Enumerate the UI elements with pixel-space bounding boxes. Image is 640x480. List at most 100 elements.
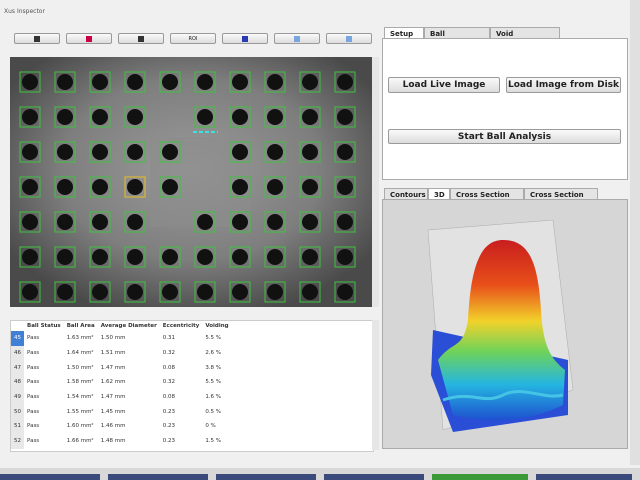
ball: [57, 284, 73, 300]
ball-outline: [89, 281, 111, 303]
cell: 1.63 mm²: [66, 335, 94, 342]
ball-outline: [89, 211, 111, 233]
ball-outline: [334, 281, 356, 303]
ball-outline: [89, 246, 111, 268]
column-header[interactable]: Ball Status: [24, 321, 64, 331]
ball: [22, 284, 38, 300]
ball: [302, 284, 318, 300]
column-header[interactable]: Average Diameter: [97, 321, 160, 331]
cell: 0.5 %: [205, 408, 222, 415]
start-analysis-button[interactable]: Start Ball Analysis: [388, 129, 621, 144]
ball: [302, 179, 318, 195]
ball-outline: [229, 281, 251, 303]
ball-outline: [334, 246, 356, 268]
toolbar-button[interactable]: [326, 33, 372, 44]
ball: [302, 214, 318, 230]
column-header[interactable]: Ball Area: [63, 321, 98, 331]
toolbar-button[interactable]: [118, 33, 164, 44]
tab[interactable]: Setup: [384, 27, 424, 40]
ball: [92, 144, 108, 160]
cell: 1.50 mm²: [66, 364, 94, 371]
ball-outline: [124, 281, 146, 303]
table-row[interactable]: 45 Pass 1.63 mm² 1.50 mm 0.31 5.5 %: [11, 331, 232, 346]
ball: [22, 74, 38, 90]
ball-outline: [299, 106, 321, 128]
ball: [267, 179, 283, 195]
table-row[interactable]: 49 Pass 1.54 mm² 1.47 mm 0.08 1.6 %: [11, 389, 232, 405]
ball: [267, 214, 283, 230]
ball: [22, 109, 38, 125]
ball: [232, 284, 248, 300]
toolbar-button[interactable]: [66, 33, 112, 44]
load-live-button[interactable]: Load Live Image: [388, 77, 500, 93]
ball: [337, 249, 353, 265]
ball-outline: [299, 141, 321, 163]
column-header[interactable]: Eccentricity: [159, 321, 203, 331]
ball: [57, 179, 73, 195]
ball-outline: [89, 176, 111, 198]
table-row[interactable]: 47 Pass 1.50 mm² 1.47 mm 0.08 3.8 %: [11, 360, 232, 376]
table: Ball Status Ball Area Average Diameter Ecce…: [11, 321, 232, 449]
row-header: 50: [11, 404, 24, 420]
table-row[interactable]: 52 Pass 1.66 mm² 1.48 mm 0.23 1.5 %: [11, 433, 232, 449]
toolbar-button[interactable]: ROI: [170, 33, 216, 44]
cell: 0.32: [162, 350, 176, 357]
ball: [302, 249, 318, 265]
taskbar-button[interactable]: [432, 474, 528, 480]
table-row[interactable]: 50 Pass 1.55 mm² 1.45 mm 0.23 0.5 %: [11, 404, 232, 420]
taskbar-button[interactable]: [108, 474, 208, 480]
ball: [302, 144, 318, 160]
ball: [162, 249, 178, 265]
ball-outline: [124, 71, 146, 93]
corner: [11, 321, 24, 331]
taskbar-button[interactable]: [324, 474, 424, 480]
cell: 0.32: [162, 379, 176, 386]
taskbar-button[interactable]: [536, 474, 632, 480]
tab[interactable]: Contours: [384, 188, 428, 201]
ball-outline: [19, 141, 41, 163]
ball-outline: [19, 176, 41, 198]
toolbar-button[interactable]: [222, 33, 268, 44]
ball-outline: [54, 211, 76, 233]
ball-outline: [299, 281, 321, 303]
ball: [57, 249, 73, 265]
table-row[interactable]: 48 Pass 1.58 mm² 1.62 mm 0.32 5.5 %: [11, 375, 232, 390]
load-disk-button[interactable]: Load Image from Disk: [506, 77, 621, 93]
ball-outline: [54, 281, 76, 303]
column-header[interactable]: Voiding: [202, 321, 232, 331]
ball: [232, 109, 248, 125]
cell: 0.31: [162, 335, 176, 342]
ball-outline: [124, 246, 146, 268]
ball: [127, 179, 143, 195]
ball-outline: [19, 71, 41, 93]
ball: [232, 74, 248, 90]
cell: 1.46 mm: [100, 423, 126, 430]
ball: [22, 144, 38, 160]
tab[interactable]: 3D: [428, 188, 450, 201]
toolbar-button[interactable]: [14, 33, 60, 44]
cell: 1.66 mm²: [66, 438, 94, 445]
ball: [197, 74, 213, 90]
table-row[interactable]: 51 Pass 1.60 mm² 1.46 mm 0.23 0 %: [11, 419, 232, 434]
cell: Pass: [27, 438, 40, 445]
cell: Pass: [27, 364, 40, 371]
table-row[interactable]: 46 Pass 1.64 mm² 1.51 mm 0.32 2.6 %: [11, 345, 232, 361]
cell: 1.6 %: [205, 394, 222, 401]
ball-outline: [194, 246, 216, 268]
ball-outline: [194, 281, 216, 303]
ball-outline: [19, 211, 41, 233]
ball: [197, 249, 213, 265]
cell: 1.54 mm²: [66, 394, 94, 401]
taskbar-button[interactable]: [216, 474, 316, 480]
ball-outline: [264, 281, 286, 303]
ball: [127, 214, 143, 230]
window-title: Xus Inspector: [4, 8, 45, 15]
ball-outline: [229, 246, 251, 268]
ball-outline: [89, 71, 111, 93]
taskbar-button[interactable]: [0, 474, 100, 480]
toolbar-icon: [242, 35, 248, 42]
toolbar-button[interactable]: [274, 33, 320, 44]
ball-outline: [159, 176, 181, 198]
ball: [232, 144, 248, 160]
ball: [127, 249, 143, 265]
